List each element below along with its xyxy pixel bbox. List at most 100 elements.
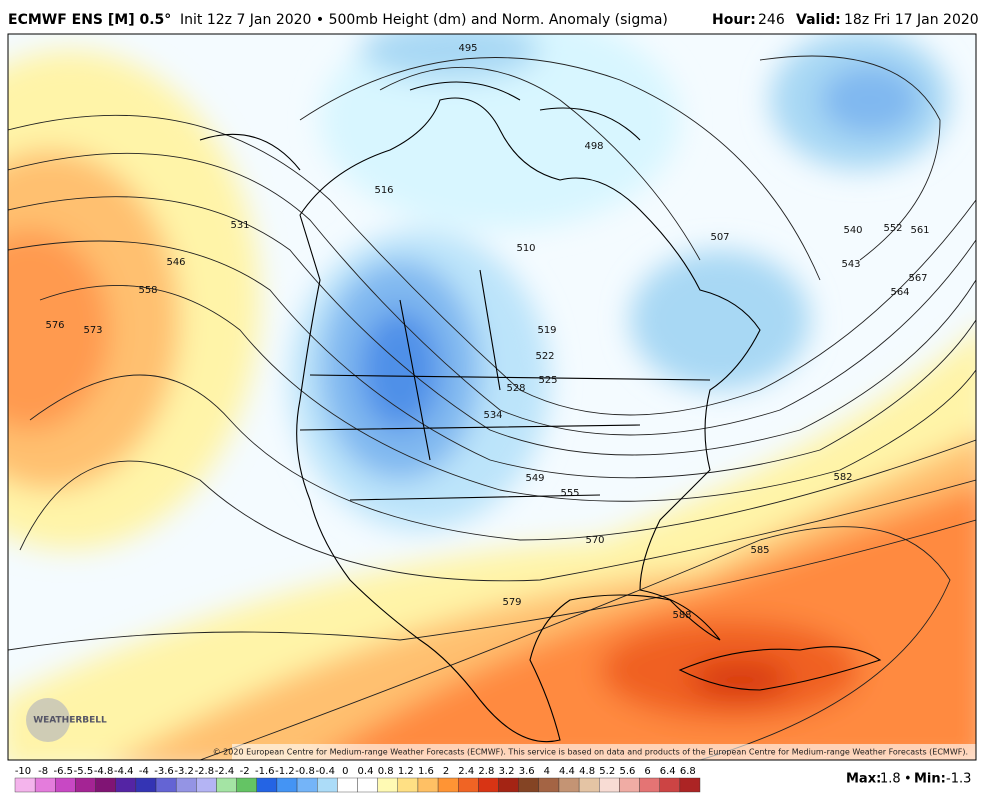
legend-tick-label: -8 (38, 766, 48, 777)
color-swatch (639, 777, 660, 793)
legend-tick-label: 3.2 (499, 766, 515, 777)
color-swatch (196, 777, 217, 793)
contour-label: 546 (166, 257, 185, 268)
legend-tick-label: -2 (240, 766, 250, 777)
legend-tick-label: 4 (544, 766, 550, 777)
contour-label: 507 (710, 232, 729, 243)
contour-label: 585 (750, 545, 769, 556)
color-swatch (236, 777, 257, 793)
color-swatch (256, 777, 278, 793)
logo: WEATHERBELL (33, 716, 107, 726)
color-swatch (34, 777, 56, 793)
color-swatch (317, 777, 338, 793)
hour-label: Hour: (712, 12, 756, 28)
color-swatch (155, 777, 177, 793)
legend-tick-label: 3.6 (519, 766, 535, 777)
legend-tick-label: 2 (443, 766, 449, 777)
legend-tick-label: 4.8 (579, 766, 595, 777)
contour-label: 561 (910, 225, 929, 236)
legend-tick-label: 5.6 (619, 766, 635, 777)
color-swatch (296, 777, 318, 793)
legend-tick-label: -0.4 (315, 766, 335, 777)
legend-tick-label: -0.8 (295, 766, 315, 777)
color-swatch (115, 777, 137, 793)
color-swatch (397, 777, 419, 793)
color-swatch (357, 777, 378, 793)
max-label: Max: (846, 772, 881, 787)
contour-label: 558 (138, 285, 157, 296)
copyright: © 2020 European Centre for Medium-range … (213, 748, 968, 757)
contour-label: 579 (502, 597, 521, 608)
color-swatch (659, 777, 681, 793)
legend-tick-label: 1.2 (398, 766, 414, 777)
legend-tick-label: -4.4 (114, 766, 134, 777)
legend-tick-label: 6 (644, 766, 650, 777)
color-swatch (135, 777, 157, 793)
min: -1.3 (946, 772, 971, 787)
color-swatch (538, 777, 560, 793)
contour-label: 525 (538, 375, 557, 386)
contour-label: 582 (833, 472, 852, 483)
contour-label: 519 (537, 325, 556, 336)
description: Init 12z 7 Jan 2020 • 500mb Height (dm) … (180, 12, 668, 28)
legend-tick-label: -1.6 (255, 766, 275, 777)
hour: 246 (758, 12, 785, 28)
color-swatch (478, 777, 499, 793)
color-swatch (437, 777, 459, 793)
legend-tick-label: 0 (342, 766, 348, 777)
contour-label: 567 (908, 273, 927, 284)
contour-label: 495 (458, 43, 477, 54)
contour-label: 543 (841, 259, 860, 270)
color-swatch (619, 777, 640, 793)
color-swatch (14, 777, 36, 793)
legend-tick-label: 2.4 (458, 766, 474, 777)
legend-tick-label: -10 (15, 766, 31, 777)
color-swatch (95, 777, 116, 793)
color-swatch (599, 777, 620, 793)
legend-tick-label: -2.4 (215, 766, 235, 777)
contour-label: 540 (843, 225, 862, 236)
contour-label: 534 (483, 410, 502, 421)
max: 1.8 (880, 772, 901, 787)
legend-tick-label: 2.8 (478, 766, 494, 777)
color-swatch (55, 777, 76, 793)
legend-tick-label: -3.6 (154, 766, 174, 777)
legend-tick-label: 6.4 (660, 766, 676, 777)
legend-tick-label: 1.6 (418, 766, 434, 777)
legend-tick-label: -6.5 (54, 766, 74, 777)
contour-label: 498 (584, 141, 603, 152)
contour-label: 588 (672, 610, 691, 621)
min-label: Min: (914, 772, 946, 787)
color-swatch (558, 777, 580, 793)
color-swatch (518, 777, 540, 793)
color-swatch (578, 777, 600, 793)
legend-tick-label: 6.8 (680, 766, 696, 777)
map: 495 498 516 531 546 558 576 573 510 507 … (8, 34, 976, 760)
contour-label: 570 (585, 535, 604, 546)
color-swatch (216, 777, 237, 793)
valid: 18z Fri 17 Jan 2020 (844, 12, 979, 28)
colorbar: -10 -8 -6.5 -5.5 -4.8 -4.4 -4 -3.6 -3.2 -2.8 -2.4-… (14, 766, 701, 793)
color-swatch (75, 777, 96, 793)
legend-tick-label: -3.2 (174, 766, 194, 777)
color-swatch (276, 777, 298, 793)
legend-tick-label: -4 (139, 766, 149, 777)
color-swatch (498, 777, 519, 793)
color-swatch (377, 777, 398, 793)
legend-tick-label: -4.8 (94, 766, 114, 777)
legend-tick-label: -5.5 (74, 766, 94, 777)
color-swatch (458, 777, 479, 793)
model-title: ECMWF ENS [M] 0.5° (8, 12, 171, 28)
color-swatch (679, 777, 701, 793)
contour-label: 510 (516, 243, 535, 254)
contour-label: 531 (230, 220, 249, 231)
valid-label: Valid: (796, 12, 841, 28)
contour-label: 555 (560, 488, 579, 499)
legend-tick-label: 0.8 (378, 766, 394, 777)
contour-label: 552 (883, 223, 902, 234)
separator: • (904, 772, 912, 787)
color-swatch (417, 777, 439, 793)
contour-label: 576 (45, 320, 64, 331)
contour-label: 564 (890, 287, 909, 298)
